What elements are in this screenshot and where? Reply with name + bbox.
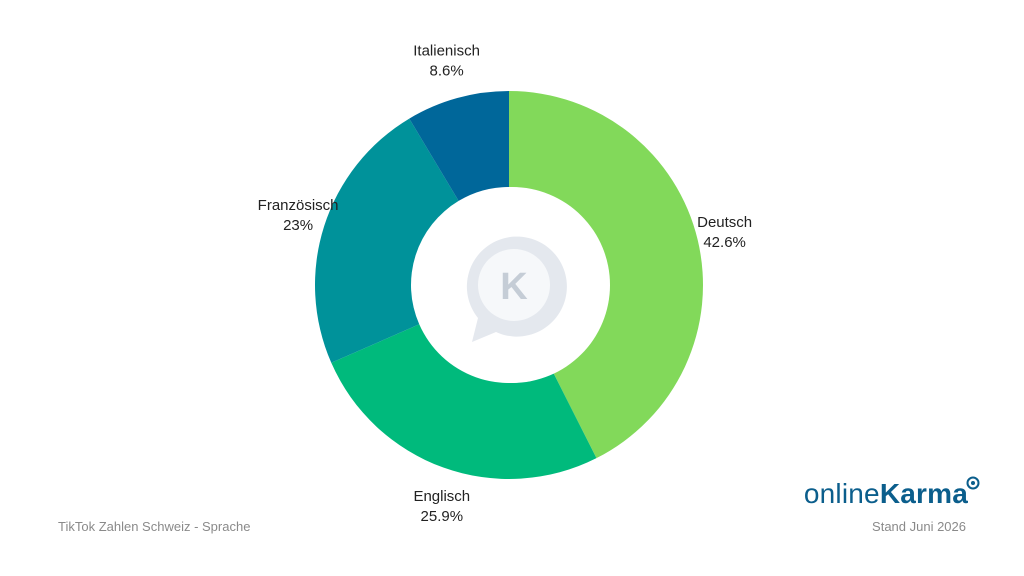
chart-footer-date: Stand Juni 2026 bbox=[872, 519, 966, 534]
donut-slices bbox=[314, 91, 704, 479]
brand-logo: onlineKarma bbox=[804, 478, 968, 510]
slice-value-englisch: 25.9% bbox=[421, 508, 464, 525]
chat-bubble-k-icon: K bbox=[414, 187, 610, 383]
slice-label-deutsch: Deutsch bbox=[697, 214, 752, 231]
slice-value-französisch: 23% bbox=[283, 217, 313, 234]
chart-footer-title: TikTok Zahlen Schweiz - Sprache bbox=[58, 519, 251, 534]
magnifier-icon bbox=[966, 476, 980, 490]
brand-logo-light: online bbox=[803, 478, 880, 509]
slice-italienisch bbox=[409, 91, 509, 201]
slice-label-französisch: Französisch bbox=[258, 197, 339, 214]
slice-value-italienisch: 8.6% bbox=[430, 62, 464, 79]
slice-deutsch bbox=[509, 91, 704, 459]
slice-labels: Deutsch 42.6% Englisch 25.9% Französisch 23% I… bbox=[258, 42, 752, 525]
slice-englisch bbox=[331, 324, 597, 479]
center-logo-letter: K bbox=[500, 266, 528, 308]
slice-value-deutsch: 42.6% bbox=[703, 234, 746, 251]
slice-französisch bbox=[314, 118, 459, 363]
brand-logo-bold: Karma bbox=[879, 478, 968, 509]
slice-label-englisch: Englisch bbox=[413, 488, 470, 505]
slice-label-italienisch: Italienisch bbox=[413, 42, 480, 59]
